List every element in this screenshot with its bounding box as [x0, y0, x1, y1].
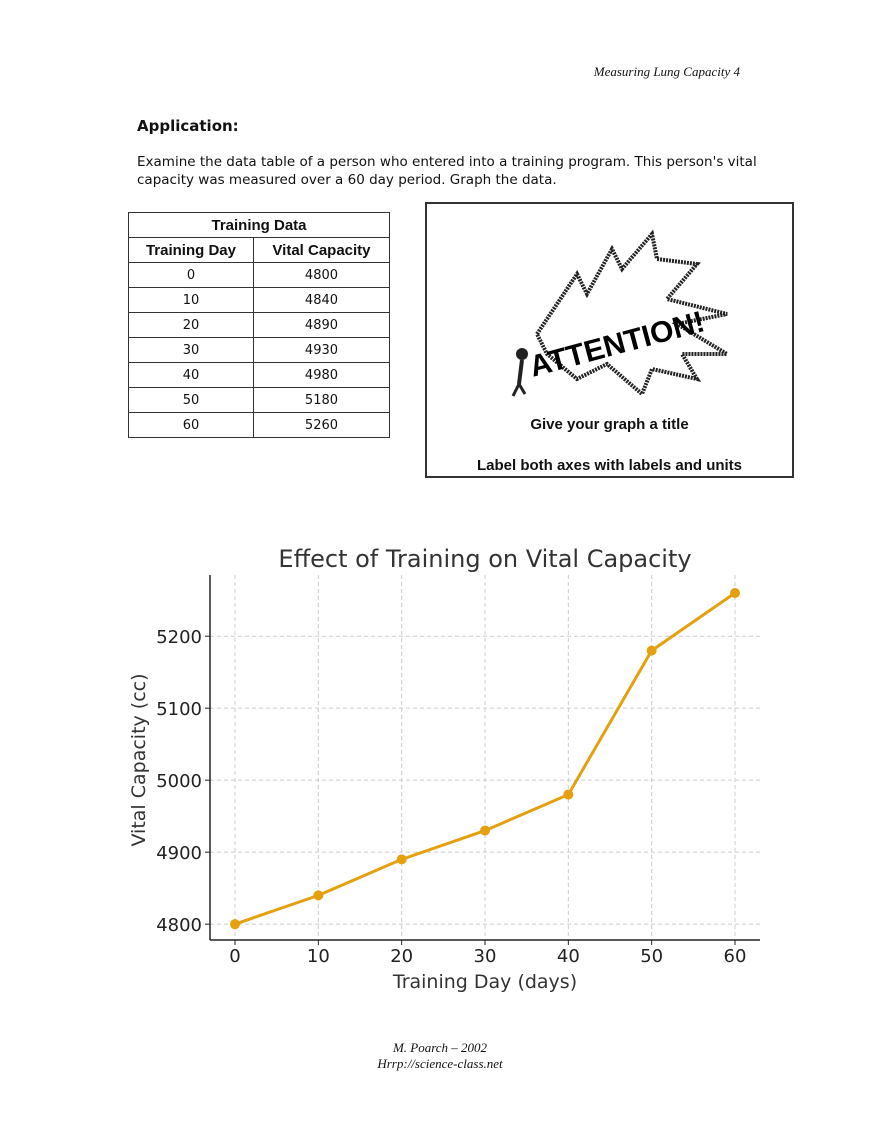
x-tick-label: 50 [640, 946, 663, 967]
data-point [480, 825, 490, 836]
y-tick-label: 5200 [156, 627, 202, 648]
footer: M. Poarch – 2002 Hrrp://science-class.ne… [0, 1040, 880, 1072]
instruction-title: Give your graph a title [530, 416, 689, 433]
column-header: Vital Capacity [252, 237, 391, 263]
vital-capacity-cell: 5260 [252, 412, 391, 438]
vital-capacity-cell: 4840 [252, 287, 391, 313]
vital-capacity-cell: 5180 [252, 387, 391, 413]
chart-title: Effect of Training on Vital Capacity [278, 545, 691, 573]
x-tick-label: 10 [307, 946, 330, 967]
table-row: 20 4890 [128, 312, 391, 338]
attention-burst-icon: ATTENTION! [511, 229, 735, 398]
data-point [563, 789, 574, 800]
x-axis-label: Training Day (days) [392, 971, 577, 993]
table-row: 10 4840 [128, 287, 391, 313]
table-row: 60 5260 [128, 412, 391, 438]
data-point [730, 587, 740, 598]
instruction-axes: Label both axes with labels and units [476, 457, 743, 474]
y-tick-label: 4800 [156, 915, 202, 936]
footer-url: Hrrp://science-class.net [377, 1056, 503, 1071]
running-header: Measuring Lung Capacity 4 [593, 64, 740, 79]
footer-author: M. Poarch – 2002 [392, 1040, 488, 1055]
y-tick-label: 5100 [156, 699, 202, 720]
y-tick-label: 4900 [156, 843, 202, 864]
instructions-text: Examine the data table of a person who e… [137, 154, 757, 188]
training-data-table: Training Data Training Day Vital Capacit… [128, 212, 391, 438]
x-tick-label: 60 [724, 946, 747, 967]
x-tick-label: 20 [390, 946, 413, 967]
vital-capacity-cell: 4890 [252, 312, 391, 338]
data-point [646, 645, 657, 656]
y-tick-label: 5000 [156, 771, 202, 792]
table-row: 40 4980 [128, 362, 391, 388]
x-tick-label: 40 [557, 946, 580, 967]
attention-box: ATTENTION! Give your graph a title Label… [425, 202, 794, 478]
table-title: Training Data [128, 212, 390, 238]
y-axis-label: Vital Capacity (cc) [128, 673, 150, 846]
training-day-cell: 0 [128, 262, 254, 288]
data-point [396, 854, 407, 865]
vital-capacity-cell: 4930 [252, 337, 391, 363]
section-heading: Application: [137, 117, 239, 135]
data-point [230, 919, 240, 930]
training-day-cell: 10 [128, 287, 254, 313]
training-day-cell: 60 [128, 412, 254, 438]
x-tick-label: 30 [474, 946, 497, 967]
data-point [313, 890, 324, 901]
x-tick-label: 0 [229, 946, 240, 967]
vital-capacity-cell: 4980 [252, 362, 391, 388]
